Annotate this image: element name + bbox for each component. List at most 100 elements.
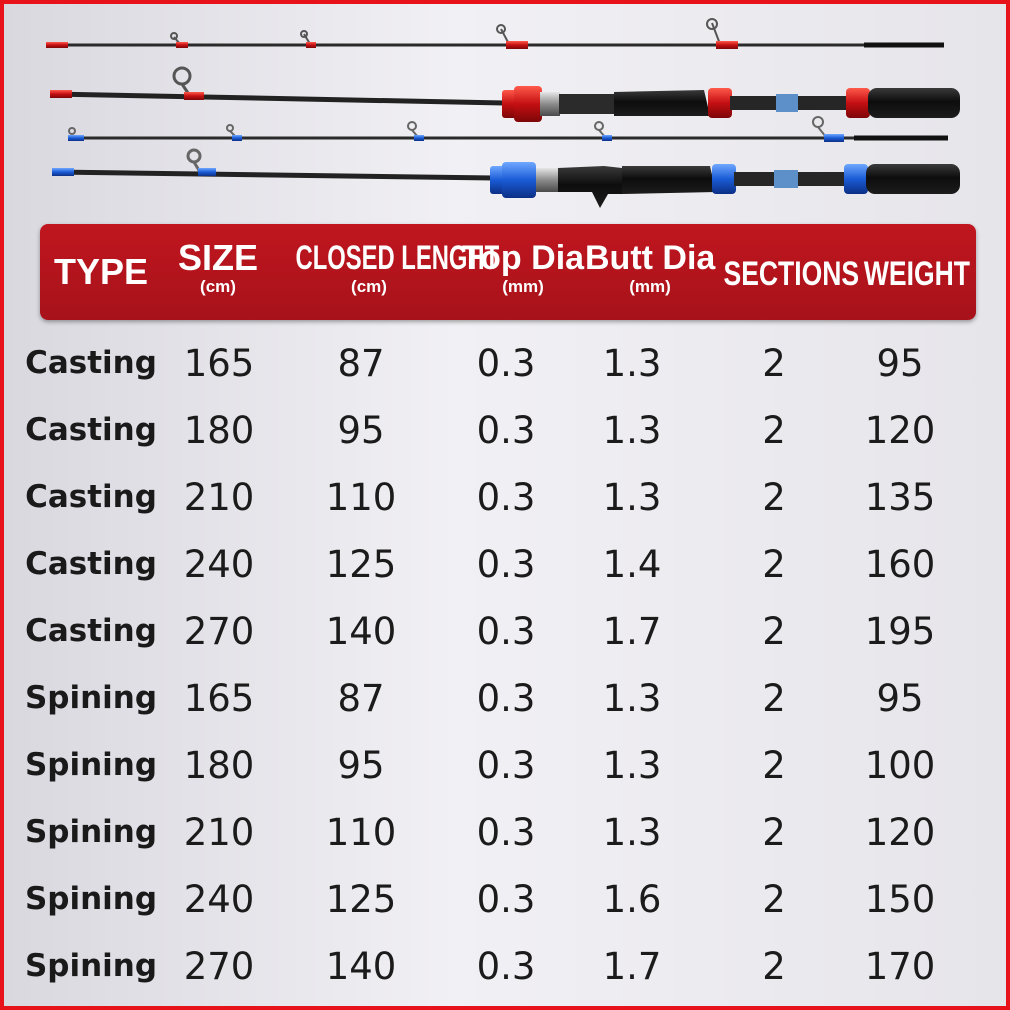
butt-dia-cell: 1.3: [602, 476, 662, 519]
header-butt-dia: Butt Dia (mm): [585, 224, 715, 320]
closed-length-cell: 95: [337, 409, 385, 452]
top-dia-cell: 0.3: [476, 476, 536, 519]
butt-dia-cell: 1.3: [602, 744, 662, 787]
top-dia-cell: 0.3: [476, 878, 536, 921]
type-cell: Casting: [25, 345, 157, 381]
closed-length-cell: 140: [325, 610, 397, 653]
weight-cell: 170: [864, 945, 936, 988]
table-row: Casting 165 87 0.3 1.3 2 95: [4, 330, 1006, 397]
spinning-butt-rod: [52, 148, 960, 208]
closed-length-cell: 110: [325, 811, 397, 854]
weight-cell: 95: [876, 342, 924, 385]
weight-cell: 150: [864, 878, 936, 921]
type-cell: Casting: [25, 479, 157, 515]
size-cell: 165: [183, 342, 255, 385]
butt-dia-cell: 1.3: [602, 342, 662, 385]
header-closed-length: CLOSED LENGHT (cm): [264, 224, 500, 320]
top-dia-cell: 0.3: [476, 342, 536, 385]
butt-dia-cell: 1.3: [602, 811, 662, 854]
type-cell: Spining: [24, 881, 158, 917]
butt-dia-cell: 1.3: [602, 409, 662, 452]
size-cell: 270: [183, 610, 255, 653]
type-cell: Casting: [25, 546, 157, 582]
header-sections: SECTIONS: [707, 224, 860, 320]
header-unit: (cm): [351, 277, 387, 296]
table-row: Casting 180 95 0.3 1.3 2 120: [4, 397, 1006, 464]
top-dia-cell: 0.3: [476, 677, 536, 720]
butt-dia-cell: 1.7: [602, 610, 662, 653]
butt-dia-cell: 1.3: [602, 677, 662, 720]
type-cell: Spining: [24, 814, 158, 850]
size-cell: 165: [183, 677, 255, 720]
weight-cell: 120: [864, 811, 936, 854]
table-header: TYPE SIZE (cm) CLOSED LENGHT (cm) Top Di…: [40, 224, 976, 320]
type-cell: Spining: [24, 747, 158, 783]
casting-tip-rod: [46, 18, 944, 49]
sections-cell: 2: [762, 811, 786, 854]
table-row: Spining 165 87 0.3 1.3 2 95: [4, 665, 1006, 732]
top-dia-cell: 0.3: [476, 945, 536, 988]
table-row: Spining 240 125 0.3 1.6 2 150: [4, 866, 1006, 933]
table-row: Spining 270 140 0.3 1.7 2 170: [4, 933, 1006, 1000]
table-row: Casting 210 110 0.3 1.3 2 135: [4, 464, 1006, 531]
butt-dia-cell: 1.4: [602, 543, 662, 586]
spinning-tip-rod: [68, 116, 948, 142]
butt-dia-cell: 1.6: [602, 878, 662, 921]
sections-cell: 2: [762, 945, 786, 988]
table-row: Spining 180 95 0.3 1.3 2 100: [4, 732, 1006, 799]
type-cell: Casting: [25, 613, 157, 649]
size-cell: 240: [183, 878, 255, 921]
header-unit: (mm): [629, 277, 671, 296]
weight-cell: 95: [876, 677, 924, 720]
size-cell: 210: [183, 476, 255, 519]
closed-length-cell: 125: [325, 878, 397, 921]
size-cell: 180: [183, 409, 255, 452]
top-dia-cell: 0.3: [476, 610, 536, 653]
header-weight: WEIGHT: [850, 224, 976, 320]
table-row: Casting 270 140 0.3 1.7 2 195: [4, 598, 1006, 665]
header-label: WEIGHT: [863, 255, 970, 293]
closed-length-cell: 87: [337, 342, 385, 385]
closed-length-cell: 140: [325, 945, 397, 988]
sections-cell: 2: [762, 610, 786, 653]
header-size: SIZE (cm): [162, 224, 274, 320]
closed-length-cell: 110: [325, 476, 397, 519]
top-dia-cell: 0.3: [476, 811, 536, 854]
type-cell: Spining: [24, 948, 158, 984]
closed-length-cell: 87: [337, 677, 385, 720]
size-cell: 240: [183, 543, 255, 586]
top-dia-cell: 0.3: [476, 409, 536, 452]
sections-cell: 2: [762, 878, 786, 921]
header-unit: (mm): [502, 277, 544, 296]
size-cell: 180: [183, 744, 255, 787]
weight-cell: 195: [864, 610, 936, 653]
weight-cell: 100: [864, 744, 936, 787]
butt-dia-cell: 1.7: [602, 945, 662, 988]
type-cell: Spining: [24, 680, 158, 716]
header-label: Butt Dia: [585, 239, 716, 277]
table-row: Spining 210 110 0.3 1.3 2 120: [4, 799, 1006, 866]
sections-cell: 2: [762, 342, 786, 385]
weight-cell: 160: [864, 543, 936, 586]
top-dia-cell: 0.3: [476, 744, 536, 787]
closed-length-cell: 95: [337, 744, 385, 787]
header-label: CLOSED LENGHT: [295, 239, 500, 277]
weight-cell: 135: [864, 476, 936, 519]
header-label: SIZE: [177, 237, 258, 278]
sections-cell: 2: [762, 744, 786, 787]
sections-cell: 2: [762, 543, 786, 586]
top-dia-cell: 0.3: [476, 543, 536, 586]
weight-cell: 120: [864, 409, 936, 452]
size-cell: 210: [183, 811, 255, 854]
header-label: Top Dia: [461, 239, 585, 277]
header-unit: (cm): [200, 277, 236, 296]
fishing-rods-image: [46, 18, 960, 208]
closed-length-cell: 125: [325, 543, 397, 586]
header-type: TYPE: [40, 224, 162, 320]
header-label: TYPE: [53, 251, 149, 292]
table-row: Casting 240 125 0.3 1.4 2 160: [4, 531, 1006, 598]
header-label: SECTIONS: [723, 255, 860, 293]
type-cell: Casting: [25, 412, 157, 448]
header-top-dia: Top Dia (mm): [458, 224, 588, 320]
